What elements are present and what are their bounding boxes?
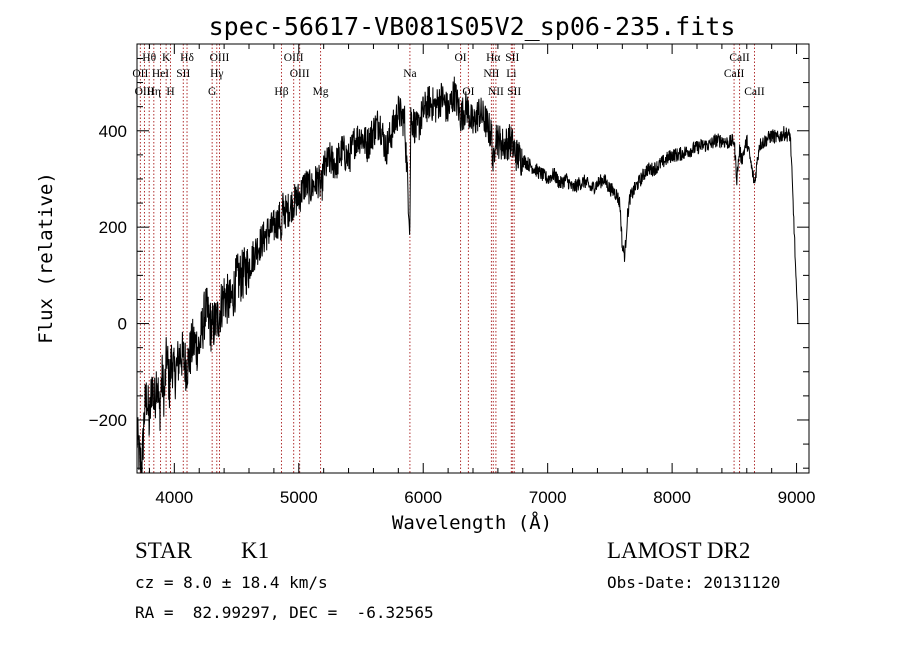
line-label-1: OII — [132, 68, 148, 80]
line-label-22: SII — [505, 52, 519, 64]
line-label-7: SII — [176, 68, 190, 80]
x-tick-label: 9000 — [778, 488, 816, 507]
survey-name: LAMOST DR2 — [607, 538, 751, 563]
line-label-21: NII — [488, 86, 504, 98]
line-label-27: CaII — [744, 86, 765, 98]
chart-title: spec-56617-VB081S05V2_sp06-235.fits — [209, 12, 736, 41]
redshift-text: cz = 8.0 ± 18.4 km/s — [135, 573, 328, 592]
line-label-16: Na — [403, 68, 416, 80]
line-label-10: Hγ — [210, 68, 223, 80]
x-axis-label: Wavelength (Å) — [392, 511, 552, 534]
x-tick-label: 4000 — [155, 488, 193, 507]
y-axis-ticks: −200 0 200 400 — [89, 57, 809, 469]
line-label-24: SII — [507, 86, 521, 98]
x-axis-ticks: 4000 5000 6000 7000 8000 9000 — [148, 44, 816, 507]
coordinates-text: RA = 82.99297, DEC = -6.32565 — [135, 603, 434, 622]
y-tick-label: 400 — [99, 122, 127, 141]
line-label-14: Hβ — [274, 86, 288, 98]
line-label-3: Hη — [147, 86, 161, 98]
spectrum-line-0 — [136, 76, 799, 474]
line-label-5: K — [162, 52, 171, 64]
line-label-2: OIII — [135, 86, 155, 98]
line-label-0: Hθ — [142, 52, 156, 64]
line-label-11: G — [208, 86, 216, 98]
line-label-18: OI — [462, 86, 474, 98]
line-label-19: Hα — [486, 52, 500, 64]
line-label-4: HeI — [152, 68, 169, 80]
object-class: STAR — [135, 538, 192, 563]
obs-date: Obs-Date: 20131120 — [607, 573, 781, 592]
line-label-15: Mg — [313, 86, 329, 98]
x-tick-label: 7000 — [529, 488, 567, 507]
y-tick-label: 0 — [118, 315, 127, 334]
x-tick-label: 8000 — [653, 488, 691, 507]
line-label-20: NII — [483, 68, 499, 80]
line-label-17: OI — [454, 52, 466, 64]
line-label-13: OIII — [290, 68, 310, 80]
line-label-25: CaII — [729, 52, 750, 64]
object-subclass: K1 — [241, 538, 270, 563]
line-label-8: Hδ — [180, 52, 194, 64]
line-label-6: H — [166, 86, 174, 98]
y-axis-label: Flux (relative) — [35, 172, 57, 344]
x-tick-label: 6000 — [404, 488, 442, 507]
line-label-12: OIII — [284, 52, 304, 64]
y-tick-label: 200 — [99, 218, 127, 237]
y-tick-label: −200 — [89, 411, 127, 430]
spectral-line-markers — [139, 44, 755, 473]
spectrum-series — [136, 76, 799, 474]
line-label-26: CaII — [724, 68, 745, 80]
x-tick-label: 5000 — [280, 488, 318, 507]
line-label-9: OIII — [210, 52, 230, 64]
line-label-23: Li — [506, 68, 516, 80]
